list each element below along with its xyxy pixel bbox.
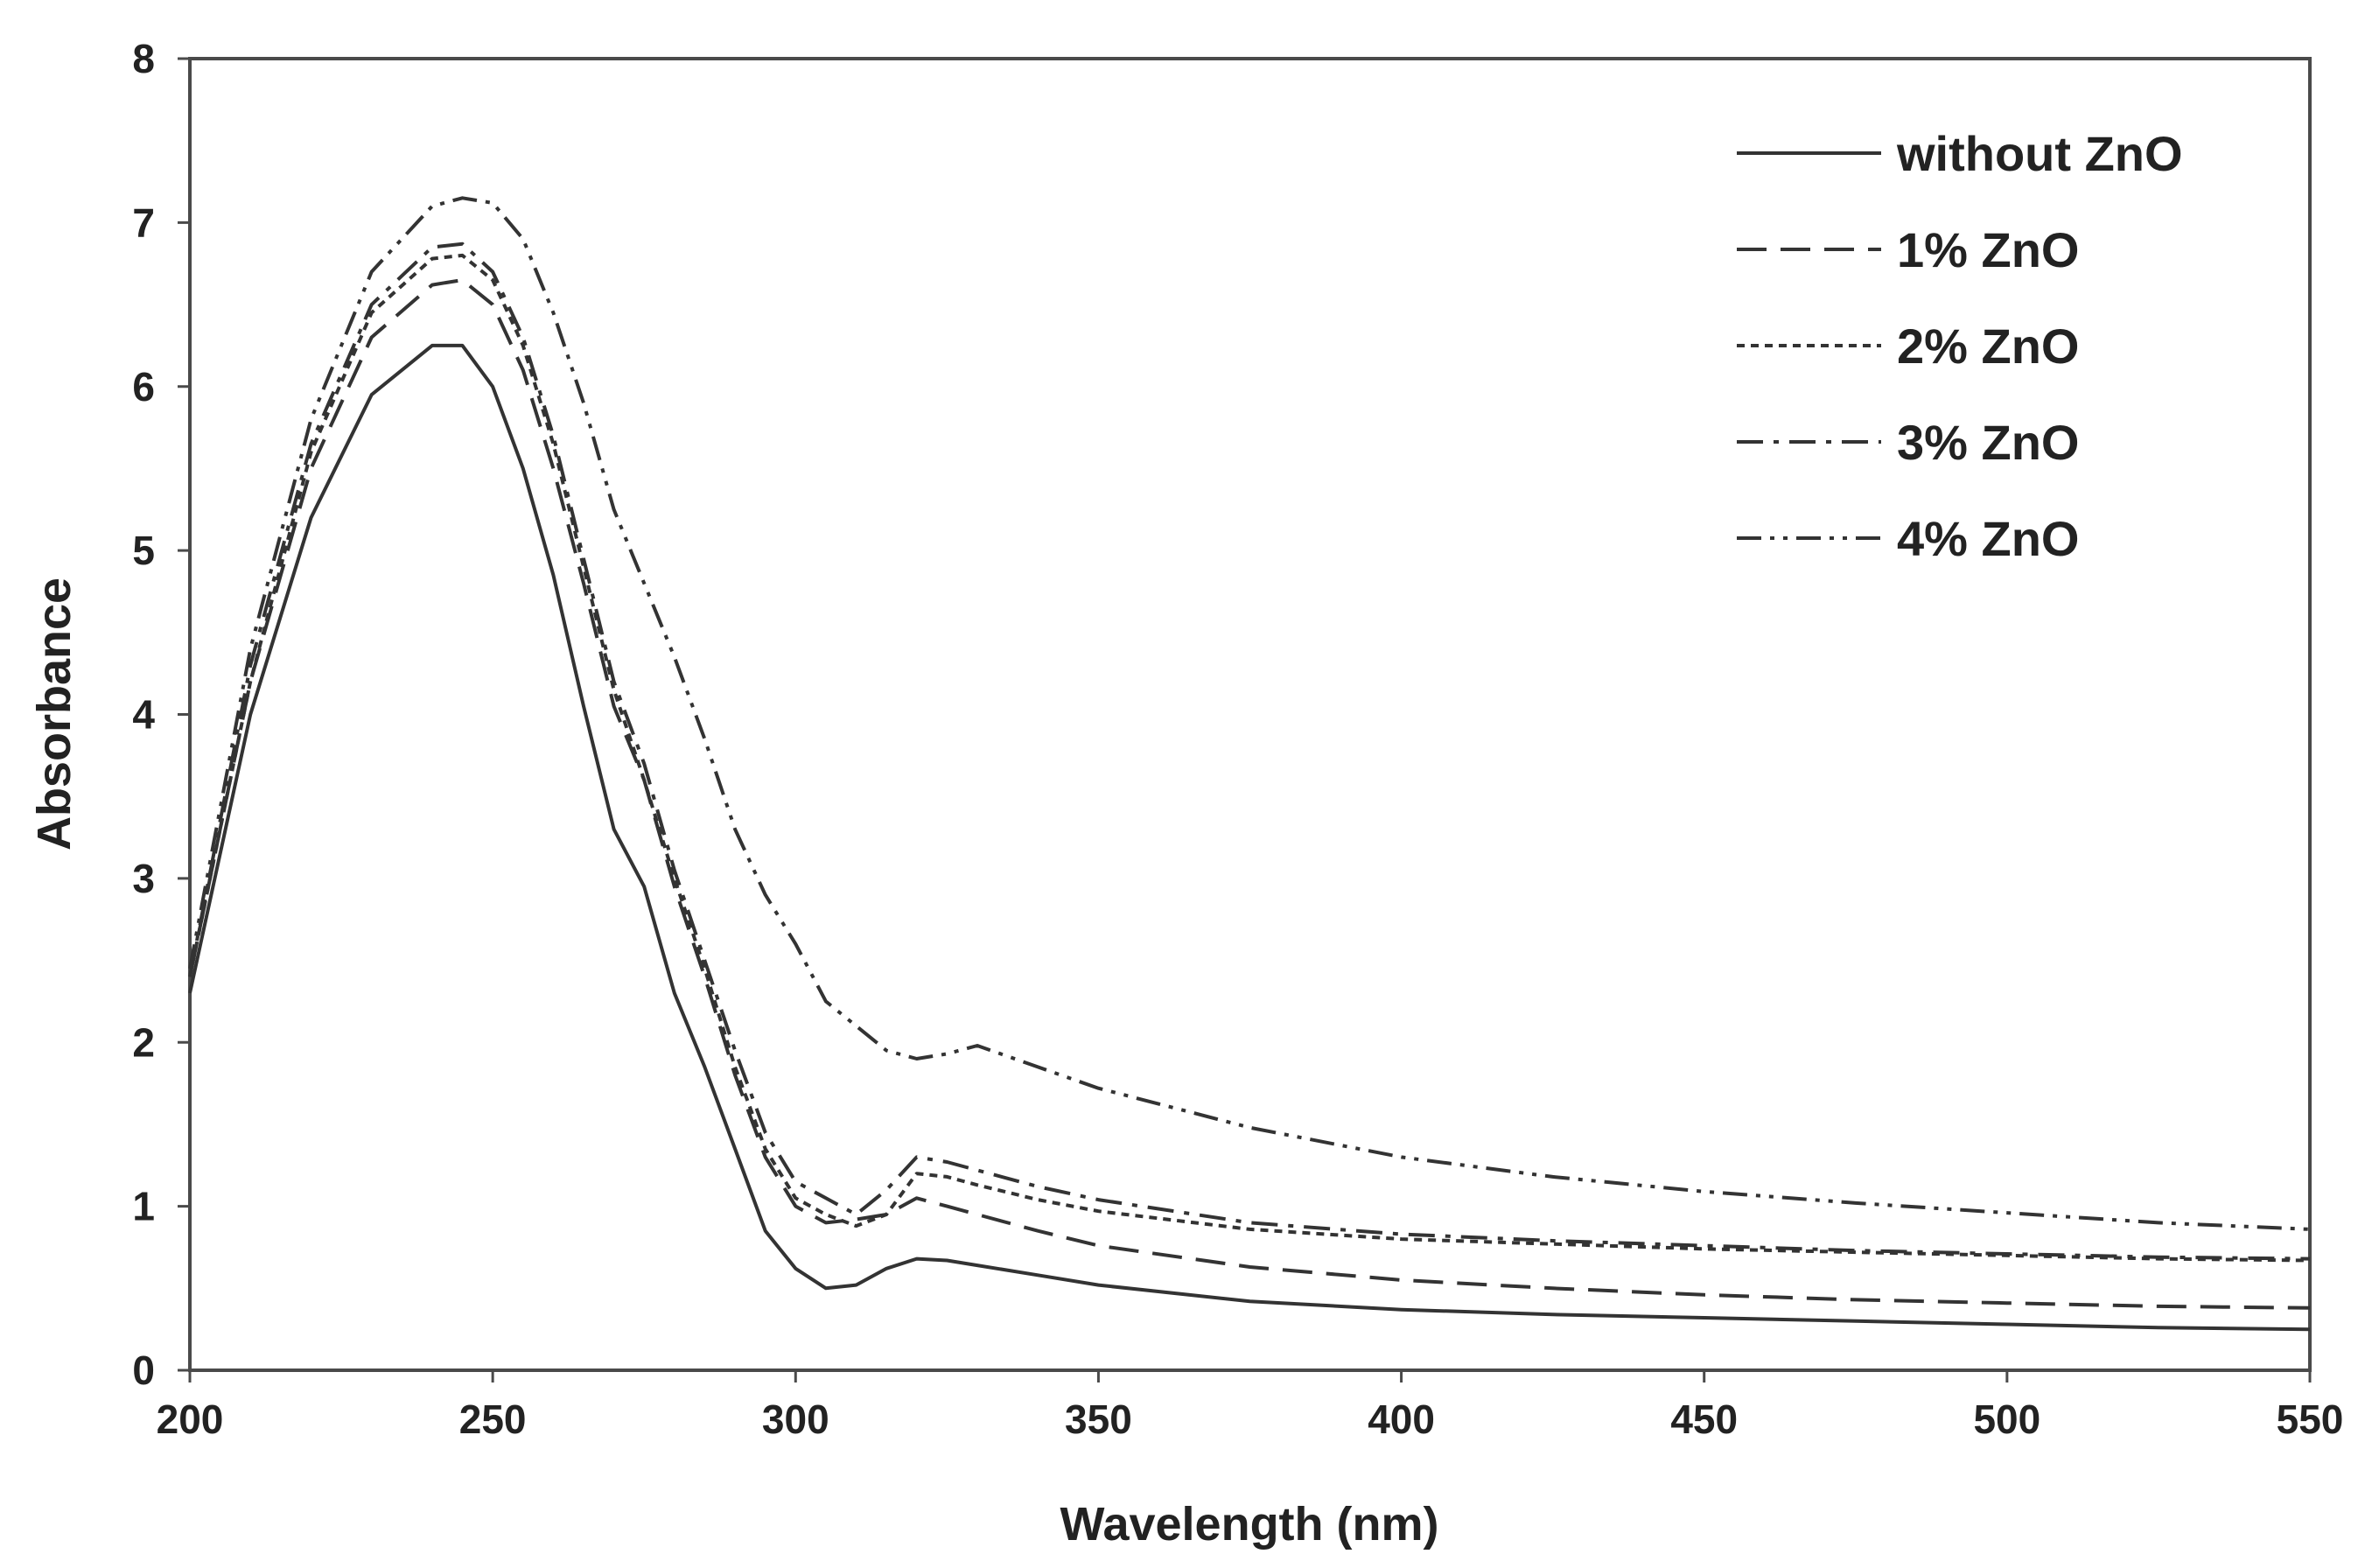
y-tick-label: 2 xyxy=(132,1019,155,1065)
legend-label: 1% ZnO xyxy=(1897,222,2079,277)
series-line-2 xyxy=(188,278,2311,1310)
series-line-1 xyxy=(188,343,2311,1332)
x-tick-label: 500 xyxy=(1973,1396,2040,1442)
series-line-3 xyxy=(188,253,2311,1263)
y-tick-label: 3 xyxy=(132,856,155,901)
legend: without ZnO 1% ZnO 2% ZnO 3% ZnO 4% ZnO xyxy=(1737,126,2183,566)
x-tick-label: 250 xyxy=(459,1396,527,1442)
y-axis-label: Absorbance xyxy=(28,578,80,850)
x-axis-label: Wavelength (nm) xyxy=(1060,1498,1438,1550)
y-tick-label: 6 xyxy=(132,364,155,410)
x-tick-label: 200 xyxy=(157,1396,224,1442)
x-tick-label: 300 xyxy=(762,1396,829,1442)
y-tick-label: 1 xyxy=(132,1184,155,1229)
legend-label: without ZnO xyxy=(1896,126,2183,181)
y-axis: 0 1 2 3 4 5 6 7 8 xyxy=(132,36,190,1393)
x-tick-label: 400 xyxy=(1368,1396,1435,1442)
y-tick-label: 7 xyxy=(132,200,155,245)
legend-label: 3% ZnO xyxy=(1897,415,2079,470)
series-layer xyxy=(188,196,2311,1332)
y-tick-label: 5 xyxy=(132,528,155,573)
legend-label: 2% ZnO xyxy=(1897,318,2079,374)
series-line-4 xyxy=(188,242,2311,1261)
legend-label: 4% ZnO xyxy=(1897,511,2079,566)
x-tick-label: 450 xyxy=(1670,1396,1738,1442)
y-tick-label: 8 xyxy=(132,36,155,81)
x-tick-label: 350 xyxy=(1065,1396,1132,1442)
series-line-5 xyxy=(188,196,2311,1231)
x-axis: 200 250 300 350 400 450 500 550 xyxy=(157,1370,2344,1442)
y-tick-label: 0 xyxy=(132,1348,155,1393)
y-tick-label: 4 xyxy=(132,692,155,738)
x-tick-label: 550 xyxy=(2277,1396,2344,1442)
